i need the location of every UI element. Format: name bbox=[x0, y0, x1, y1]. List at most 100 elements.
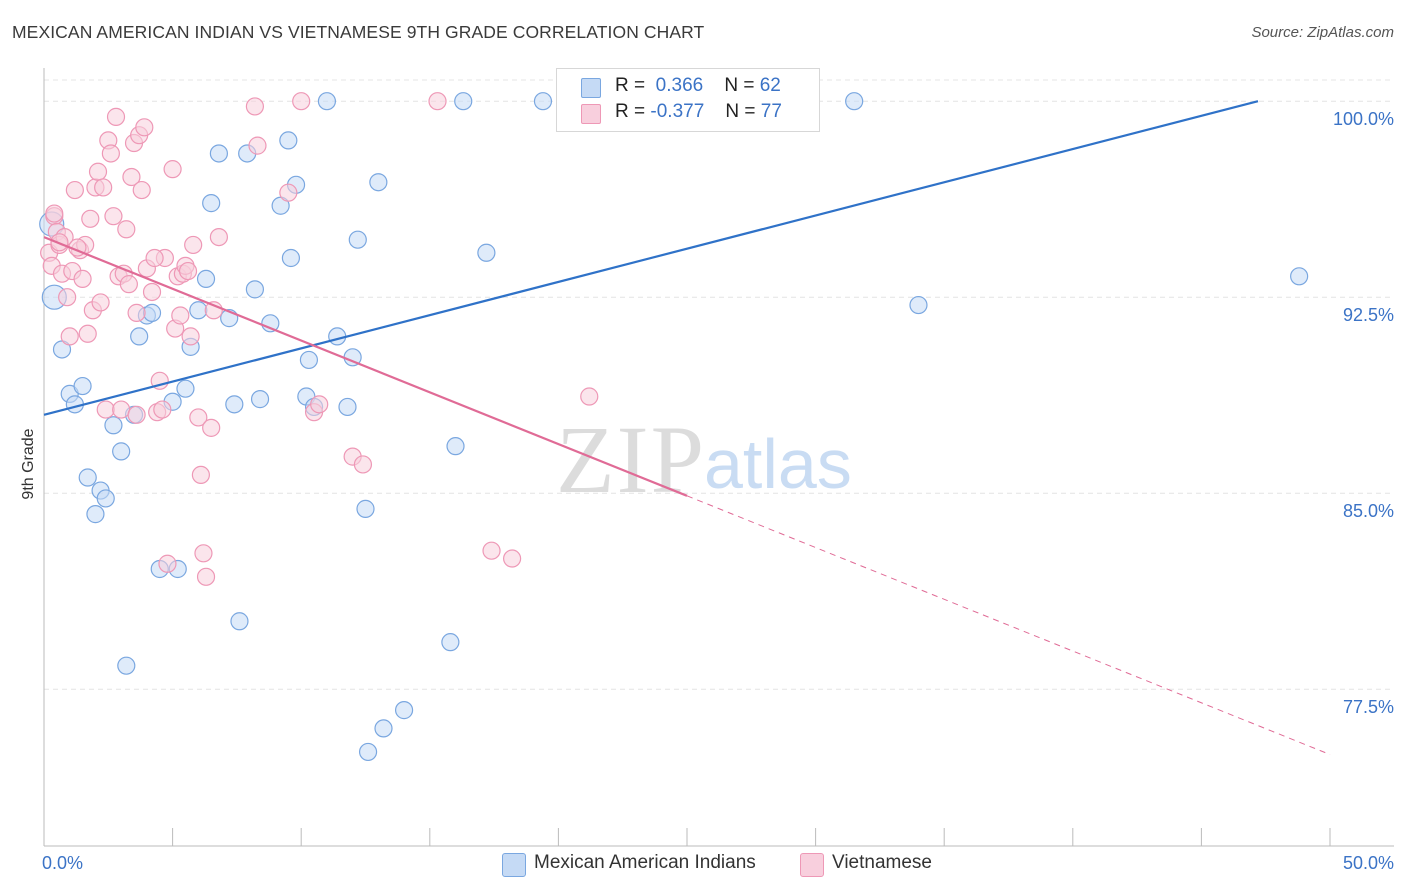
point-mexican-american-indians bbox=[446, 437, 465, 456]
watermark-zip: ZIP bbox=[556, 406, 706, 513]
series-name: Vietnamese bbox=[832, 852, 932, 873]
point-vietnamese bbox=[135, 118, 154, 137]
point-mexican-american-indians bbox=[374, 719, 393, 738]
point-mexican-american-indians bbox=[348, 230, 367, 249]
point-mexican-american-indians bbox=[358, 742, 378, 762]
point-vietnamese bbox=[178, 261, 198, 281]
point-vietnamese bbox=[353, 455, 373, 474]
y-tick-label: 92.5% bbox=[1343, 305, 1394, 325]
point-mexican-american-indians bbox=[202, 194, 221, 213]
point-vietnamese bbox=[181, 327, 200, 346]
r-value: -0.377 bbox=[650, 101, 705, 122]
point-mexican-american-indians bbox=[845, 92, 864, 111]
point-vietnamese bbox=[153, 400, 172, 419]
point-vietnamese bbox=[580, 387, 599, 406]
point-vietnamese bbox=[122, 167, 141, 187]
point-mexican-american-indians bbox=[189, 301, 208, 320]
legend-stats-text: R = -0.377 N = 77 bbox=[615, 101, 782, 123]
n-label: N = bbox=[725, 101, 756, 122]
point-mexican-american-indians bbox=[86, 505, 105, 524]
trend-line-pink bbox=[43, 236, 688, 497]
point-mexican-american-indians bbox=[117, 656, 136, 675]
point-vietnamese bbox=[91, 293, 110, 312]
point-mexican-american-indians bbox=[454, 92, 473, 111]
x-tick-label: 50.0% bbox=[1343, 853, 1394, 873]
point-mexican-american-indians bbox=[356, 499, 375, 518]
trend-lines bbox=[43, 100, 1331, 755]
point-vietnamese bbox=[60, 327, 79, 346]
point-vietnamese bbox=[196, 567, 216, 586]
point-mexican-american-indians bbox=[73, 376, 92, 396]
point-mexican-american-indians bbox=[104, 416, 123, 435]
point-vietnamese bbox=[292, 92, 311, 111]
point-mexican-american-indians bbox=[196, 269, 216, 289]
point-mexican-american-indians bbox=[225, 395, 244, 414]
point-mexican-american-indians bbox=[279, 131, 298, 150]
point-vietnamese bbox=[310, 395, 329, 414]
point-vietnamese bbox=[482, 541, 501, 560]
point-vietnamese bbox=[163, 160, 182, 179]
point-vietnamese bbox=[189, 408, 208, 427]
r-label: R = bbox=[615, 75, 646, 96]
y-tick-label: 77.5% bbox=[1343, 697, 1394, 717]
series-swatch-blue bbox=[502, 853, 526, 877]
point-vietnamese bbox=[191, 465, 210, 485]
point-vietnamese bbox=[142, 282, 162, 302]
n-label: N = bbox=[724, 75, 755, 96]
point-mexican-american-indians bbox=[78, 468, 97, 487]
point-vietnamese bbox=[132, 180, 151, 200]
point-mexican-american-indians bbox=[142, 303, 162, 322]
point-mexican-american-indians bbox=[112, 442, 131, 461]
point-vietnamese bbox=[104, 207, 123, 226]
point-vietnamese bbox=[158, 554, 177, 573]
point-vietnamese bbox=[145, 248, 164, 268]
point-vietnamese bbox=[202, 418, 221, 437]
point-vietnamese bbox=[96, 400, 115, 419]
series-swatch-pink bbox=[800, 853, 824, 877]
point-vietnamese bbox=[106, 107, 126, 126]
legend-stats-text: R = 0.366 N = 62 bbox=[615, 75, 781, 97]
point-vietnamese bbox=[245, 97, 265, 116]
trend-line-blue bbox=[43, 100, 1259, 416]
point-mexican-american-indians bbox=[96, 489, 115, 508]
point-mexican-american-indians bbox=[245, 280, 265, 299]
point-mexican-american-indians bbox=[250, 390, 270, 409]
point-vietnamese bbox=[209, 227, 228, 247]
scatter-points bbox=[39, 92, 1309, 762]
y-axis-label: 9th Grade bbox=[20, 428, 37, 499]
point-vietnamese bbox=[194, 544, 213, 563]
point-mexican-american-indians bbox=[369, 173, 388, 192]
point-mexican-american-indians bbox=[281, 248, 301, 268]
legend-swatch-pink bbox=[581, 104, 601, 124]
legend-swatch-blue bbox=[581, 78, 601, 98]
trend-line-pink-extension bbox=[686, 495, 1331, 755]
r-label: R = bbox=[615, 101, 646, 122]
point-vietnamese bbox=[503, 549, 522, 568]
n-value: 62 bbox=[759, 75, 781, 96]
point-mexican-american-indians bbox=[317, 92, 337, 111]
source-credit: Source: ZipAtlas.com bbox=[1251, 24, 1394, 41]
point-mexican-american-indians bbox=[533, 92, 553, 111]
tick-labels: 100.0% 92.5% 85.0% 77.5% 0.0% 50.0% bbox=[42, 109, 1394, 873]
point-vietnamese bbox=[119, 275, 138, 294]
chart-title: MEXICAN AMERICAN INDIAN VS VIETNAMESE 9T… bbox=[12, 22, 705, 42]
point-vietnamese bbox=[248, 136, 267, 155]
watermark-atlas: atlas bbox=[704, 425, 852, 503]
point-mexican-american-indians bbox=[130, 327, 149, 346]
point-mexican-american-indians bbox=[477, 243, 496, 262]
point-vietnamese bbox=[279, 183, 298, 202]
point-mexican-american-indians bbox=[394, 701, 414, 720]
point-vietnamese bbox=[428, 92, 447, 111]
series-name: Mexican American Indians bbox=[534, 852, 756, 873]
point-mexican-american-indians bbox=[909, 295, 928, 315]
x-tick-label: 0.0% bbox=[42, 853, 83, 873]
point-mexican-american-indians bbox=[338, 397, 357, 417]
point-vietnamese bbox=[78, 324, 97, 343]
point-vietnamese bbox=[101, 144, 120, 163]
point-mexican-american-indians bbox=[230, 612, 249, 631]
r-value: 0.366 bbox=[655, 75, 704, 96]
point-mexican-american-indians bbox=[441, 633, 460, 652]
point-vietnamese bbox=[81, 209, 100, 228]
point-vietnamese bbox=[117, 220, 136, 239]
